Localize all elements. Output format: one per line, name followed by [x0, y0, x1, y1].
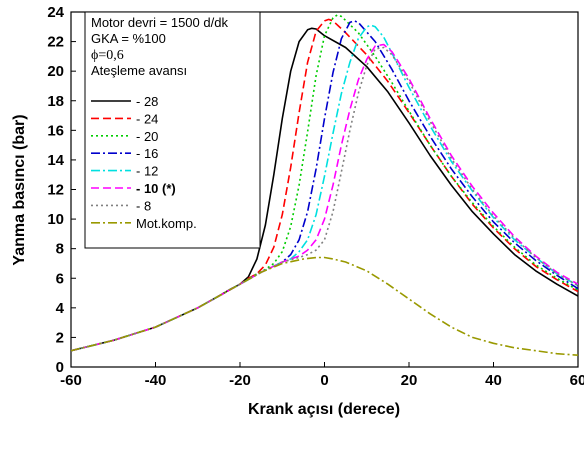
- y-tick-label: 10: [47, 211, 64, 228]
- legend-box: [84, 11, 261, 249]
- legend-label: - 10 (*): [136, 181, 176, 196]
- y-tick-label: 14: [47, 152, 64, 169]
- legend-label: - 24: [136, 111, 158, 126]
- x-axis-title: Krank açısı (derece): [248, 401, 400, 418]
- legend-label: Mot.komp.: [136, 216, 197, 231]
- annotation-legend-heading: Ateşleme avansı: [91, 63, 187, 78]
- series-line-8: [71, 256, 578, 356]
- legend-label: - 16: [136, 146, 158, 161]
- legend-label: - 28: [136, 94, 158, 109]
- x-tick-label: -20: [229, 372, 251, 389]
- series-line-3: [71, 14, 578, 352]
- annotation-gka: GKA = %100: [91, 31, 166, 46]
- y-tick-label: 16: [47, 122, 64, 139]
- annotation-phi: ϕ=0,6: [91, 48, 124, 63]
- x-tick-label: 0: [320, 372, 328, 389]
- series-line-7: [71, 46, 578, 352]
- annotation-motor-speed: Motor devri = 1500 d/dk: [91, 15, 228, 30]
- y-tick-label: 0: [56, 359, 64, 376]
- legend-label: - 8: [136, 198, 151, 213]
- y-tick-label: 22: [47, 34, 64, 51]
- legend: Motor devri = 1500 d/dk GKA = %100 ϕ=0,6…: [84, 11, 261, 249]
- y-axis-title: Yanma basıncı (bar): [11, 114, 28, 265]
- y-tick-label: 18: [47, 93, 64, 110]
- y-tick-label: 4: [56, 300, 65, 317]
- series-layer: [71, 14, 578, 356]
- series-line-2: [71, 18, 578, 352]
- y-tick-label: 6: [56, 270, 64, 287]
- x-tick-label: 60: [570, 372, 584, 389]
- x-tick-label: 20: [401, 372, 418, 389]
- x-tick-label: -40: [145, 372, 167, 389]
- legend-label: - 12: [136, 164, 158, 179]
- y-tick-label: 20: [47, 63, 64, 80]
- y-tick-label: 24: [47, 4, 64, 21]
- y-tick-label: 12: [47, 182, 64, 199]
- legend-entries: - 28 - 24 - 20 - 16 - 12 - 10 (*) - 8 Mot.komp.: [91, 94, 197, 231]
- x-tick-label: -60: [60, 372, 82, 389]
- x-tick-label: 40: [485, 372, 502, 389]
- y-tick-label: 2: [56, 329, 64, 346]
- legend-label: - 20: [136, 129, 158, 144]
- y-tick-label: 8: [56, 241, 64, 258]
